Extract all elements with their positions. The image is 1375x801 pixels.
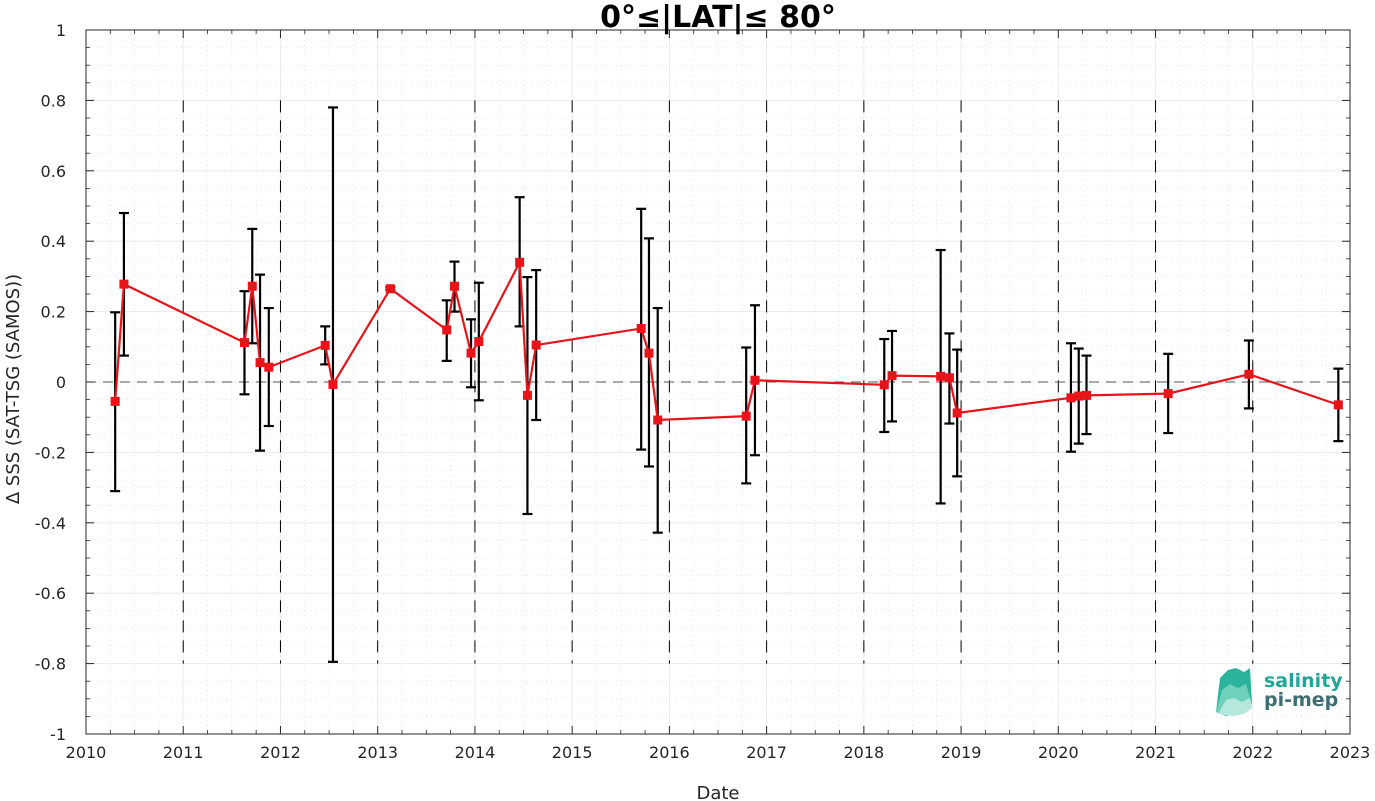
data-point	[750, 375, 760, 385]
x-tick-label: 2022	[1232, 743, 1273, 762]
x-axis-label: Date	[696, 783, 739, 801]
x-tick-label: 2015	[552, 743, 593, 762]
logo-wave-icon	[1216, 668, 1252, 716]
salinity-pi-mep-logo: salinity pi-mep	[1216, 668, 1343, 716]
y-tick-label: -0.6	[35, 584, 66, 603]
data-point	[442, 325, 452, 335]
data-point	[952, 408, 962, 418]
logo-text-salinity: salinity	[1264, 670, 1343, 692]
minor-grid	[86, 30, 1350, 734]
x-tick-label: 2014	[455, 743, 496, 762]
x-tick-label: 2018	[843, 743, 884, 762]
series-markers	[110, 257, 1343, 425]
data-point	[239, 338, 249, 348]
x-tick-label: 2016	[649, 743, 690, 762]
x-tick-labels: 2010 2011 2012 2013 2014 2015 2016 2017 2018 2019…	[66, 743, 1371, 762]
x-tick-label: 2012	[260, 743, 301, 762]
data-point	[741, 411, 751, 421]
data-point	[522, 390, 532, 400]
x-tick-label: 2013	[357, 743, 398, 762]
data-point	[1066, 393, 1076, 403]
y-tick-label: 0.6	[41, 162, 66, 181]
data-point	[944, 373, 954, 383]
y-tick-label: -0.8	[35, 655, 66, 674]
data-point	[247, 281, 257, 291]
data-point	[1082, 390, 1092, 400]
y-tick-label: 0.8	[41, 91, 66, 110]
data-point	[879, 380, 889, 390]
y-tick-label: 0	[56, 373, 66, 392]
x-tick-label: 2021	[1135, 743, 1176, 762]
x-tick-label: 2019	[941, 743, 982, 762]
data-point	[1074, 391, 1084, 401]
data-point	[119, 279, 129, 289]
y-tick-labels: 1 0.8 0.6 0.4 0.2 0 -0.2 -0.4 -0.6 -0.8 -1	[35, 21, 66, 744]
axis-ticks	[85, 29, 1351, 735]
y-tick-label: 1	[56, 21, 66, 40]
data-point	[110, 396, 120, 406]
data-point	[936, 371, 946, 381]
data-point	[450, 281, 460, 291]
data-point	[653, 415, 663, 425]
x-tick-label: 2020	[1038, 743, 1079, 762]
y-tick-label: 0.2	[41, 303, 66, 322]
data-point	[1244, 369, 1254, 379]
data-point	[474, 337, 484, 347]
x-tick-label: 2011	[163, 743, 204, 762]
data-point	[1163, 389, 1173, 399]
data-point	[385, 284, 395, 294]
x-tick-label: 2023	[1330, 743, 1371, 762]
x-tick-label: 2010	[66, 743, 107, 762]
data-point	[515, 257, 525, 267]
data-point	[320, 340, 330, 350]
data-point	[644, 348, 654, 358]
data-point	[264, 362, 274, 372]
series-line	[114, 258, 1339, 422]
logo-text-pi-mep: pi-mep	[1264, 689, 1338, 711]
y-tick-label: -0.2	[35, 443, 66, 462]
data-point	[531, 340, 541, 350]
y-axis-label: Δ SSS (SAT-TSG (SAMOS))	[3, 274, 24, 504]
data-point	[255, 358, 265, 368]
y-tick-label: 0.4	[41, 232, 66, 251]
data-point	[887, 371, 897, 381]
data-point	[466, 348, 476, 358]
y-tick-label: -1	[50, 725, 66, 744]
data-point	[328, 379, 338, 389]
data-point	[1333, 400, 1343, 410]
y-tick-label: -0.4	[35, 514, 66, 533]
x-tick-label: 2017	[746, 743, 787, 762]
data-point	[636, 323, 646, 333]
chart-title: 0°≤|LAT|≤ 80°	[600, 0, 836, 35]
